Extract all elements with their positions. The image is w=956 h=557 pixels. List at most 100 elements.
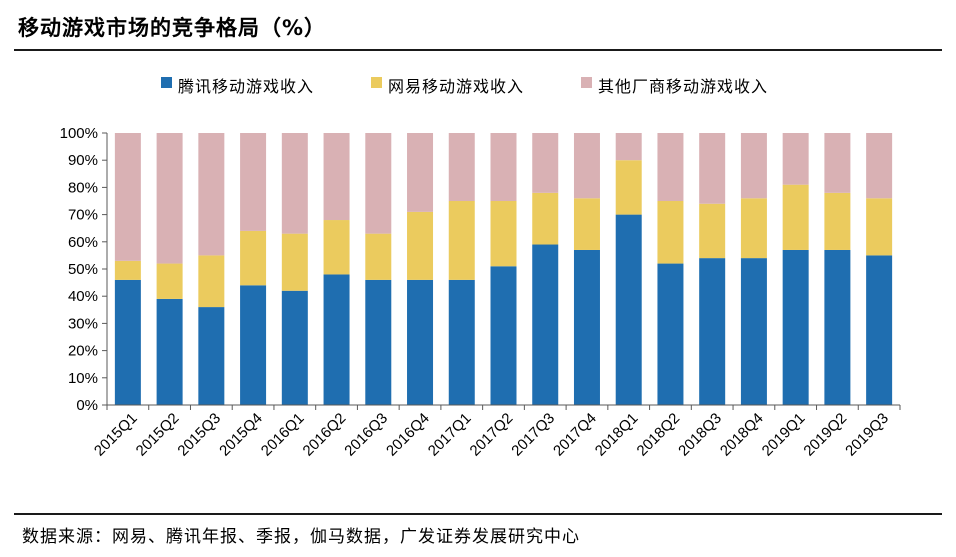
bar-tencent-2016Q3 — [365, 279, 392, 405]
x-tick-label: 2015Q3 — [174, 410, 224, 460]
bar-others-2018Q2 — [657, 133, 684, 201]
bar-others-2019Q3 — [866, 133, 893, 199]
bar-netease-2016Q4 — [407, 211, 434, 280]
y-tick-label: 40% — [68, 288, 98, 305]
bar-netease-2019Q1 — [782, 184, 809, 250]
bar-others-2018Q4 — [740, 133, 767, 199]
bar-netease-2017Q3 — [532, 192, 559, 245]
bar-netease-2018Q3 — [699, 203, 726, 259]
legend-label-netease: 网易移动游戏收入 — [388, 77, 524, 96]
bar-netease-2017Q1 — [448, 201, 475, 280]
x-tick-label: 2015Q4 — [216, 410, 266, 460]
bar-others-2018Q1 — [615, 133, 642, 161]
bar-netease-2015Q1 — [114, 260, 141, 280]
bar-netease-2015Q2 — [156, 263, 183, 299]
y-tick-label: 0% — [76, 397, 98, 414]
bar-others-2019Q1 — [782, 133, 809, 185]
y-tick-label: 90% — [68, 152, 98, 169]
bar-netease-2019Q3 — [866, 198, 893, 256]
y-tick-label: 60% — [68, 234, 98, 251]
bar-others-2015Q3 — [198, 133, 225, 256]
x-tick-label: 2017Q3 — [508, 410, 558, 460]
bar-tencent-2016Q1 — [281, 290, 308, 405]
bar-netease-2017Q2 — [490, 201, 517, 267]
bar-others-2016Q1 — [281, 133, 308, 234]
bar-others-2018Q3 — [699, 133, 726, 204]
title-divider — [14, 49, 942, 51]
x-tick-label: 2016Q1 — [258, 410, 308, 460]
x-tick-label: 2019Q1 — [759, 410, 809, 460]
bar-tencent-2015Q1 — [114, 279, 141, 405]
x-tick-label: 2017Q2 — [467, 410, 517, 460]
legend-swatch-others — [581, 77, 592, 88]
bar-netease-2016Q3 — [365, 233, 392, 280]
x-tick-label: 2016Q2 — [300, 410, 350, 460]
y-tick-label: 30% — [68, 315, 98, 332]
bar-netease-2019Q2 — [824, 192, 851, 250]
x-axis: 2015Q12015Q22015Q32015Q42016Q12016Q22016… — [91, 404, 901, 460]
bar-tencent-2015Q3 — [198, 307, 225, 405]
bar-others-2017Q2 — [490, 133, 517, 201]
y-axis: 0% 10% 20% 30% 40% 50% 60% 70% 80% 90% 100% — [60, 125, 108, 414]
x-tick-label: 2018Q3 — [675, 410, 725, 460]
bar-tencent-2015Q2 — [156, 298, 183, 405]
bar-tencent-2017Q3 — [532, 244, 559, 405]
bar-netease-2018Q4 — [740, 198, 767, 259]
bar-tencent-2018Q2 — [657, 263, 684, 405]
legend-label-others: 其他厂商移动游戏收入 — [598, 77, 768, 96]
x-tick-label: 2018Q4 — [717, 410, 767, 460]
bar-tencent-2019Q1 — [782, 249, 809, 405]
x-tick-label: 2018Q2 — [634, 410, 684, 460]
bar-tencent-2017Q2 — [490, 266, 517, 405]
chart-title: 移动游戏市场的竞争格局（%） — [18, 16, 327, 40]
x-tick-label: 2015Q2 — [133, 410, 183, 460]
y-tick-label: 10% — [68, 370, 98, 387]
bar-others-2019Q2 — [824, 133, 851, 193]
bar-others-2016Q3 — [365, 133, 392, 234]
footer-divider — [14, 513, 942, 515]
bar-netease-2015Q4 — [240, 230, 267, 286]
legend-swatch-netease — [371, 77, 382, 88]
x-tick-label: 2017Q4 — [550, 410, 600, 460]
bar-netease-2017Q4 — [573, 198, 600, 250]
bar-tencent-2019Q2 — [824, 249, 851, 405]
bar-netease-2016Q1 — [281, 233, 308, 291]
x-tick-label: 2015Q1 — [91, 410, 141, 460]
bars — [114, 133, 893, 405]
bar-others-2017Q4 — [573, 133, 600, 199]
x-tick-label: 2019Q3 — [842, 410, 892, 460]
y-tick-label: 100% — [60, 125, 98, 142]
bar-netease-2015Q3 — [198, 255, 225, 308]
x-tick-label: 2019Q2 — [800, 410, 850, 460]
legend-swatch-tencent — [161, 77, 172, 88]
bar-tencent-2016Q4 — [407, 279, 434, 405]
bar-others-2015Q2 — [156, 133, 183, 264]
bar-tencent-2016Q2 — [323, 274, 350, 405]
y-tick-label: 80% — [68, 179, 98, 196]
x-tick-label: 2018Q1 — [592, 410, 642, 460]
legend-label-tencent: 腾讯移动游戏收入 — [178, 77, 314, 96]
y-tick-label: 20% — [68, 343, 98, 360]
bar-others-2015Q4 — [240, 133, 267, 231]
source-note: 数据来源：网易、腾讯年报、季报，伽马数据，广发证券发展研究中心 — [22, 527, 580, 547]
x-tick-label: 2016Q4 — [383, 410, 433, 460]
bar-netease-2016Q2 — [323, 220, 350, 275]
bar-tencent-2017Q4 — [573, 249, 600, 405]
stacked-bar-chart: 腾讯移动游戏收入 网易移动游戏收入 其他厂商移动游戏收入 0% 10% 20% 30%… — [60, 77, 901, 460]
x-tick-label: 2016Q3 — [341, 410, 391, 460]
bar-tencent-2019Q3 — [866, 255, 893, 405]
bar-netease-2018Q1 — [615, 160, 642, 215]
bar-others-2017Q3 — [532, 133, 559, 193]
bar-others-2017Q1 — [448, 133, 475, 201]
y-tick-label: 70% — [68, 207, 98, 224]
bar-tencent-2018Q1 — [615, 214, 642, 405]
bar-others-2015Q1 — [114, 133, 141, 261]
bar-tencent-2015Q4 — [240, 285, 267, 405]
bar-others-2016Q2 — [323, 133, 350, 221]
bar-tencent-2018Q4 — [740, 258, 767, 405]
x-tick-label: 2017Q1 — [425, 410, 475, 460]
bar-tencent-2018Q3 — [699, 258, 726, 405]
bar-tencent-2017Q1 — [448, 279, 475, 405]
legend: 腾讯移动游戏收入 网易移动游戏收入 其他厂商移动游戏收入 — [161, 77, 768, 96]
bar-netease-2018Q2 — [657, 201, 684, 264]
